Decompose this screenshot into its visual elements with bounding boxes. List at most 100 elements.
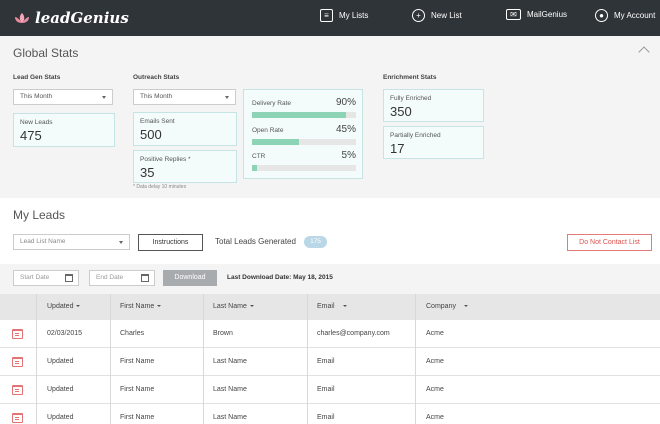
mail-icon: ✉	[506, 9, 521, 20]
list-icon: ≡	[320, 9, 333, 22]
plus-icon: +	[412, 9, 425, 22]
top-bar: leadGenius ≡ My Lists + New List ✉ MailG…	[0, 0, 660, 36]
calendar-icon[interactable]	[141, 274, 149, 282]
global-stats-panel: Global Stats Lead Gen Stats This Month N…	[0, 36, 660, 198]
nav-my-lists[interactable]: ≡ My Lists	[320, 9, 368, 22]
rate-percent: 5%	[341, 150, 356, 161]
brand-name: leadGenius	[35, 9, 129, 27]
total-leads-label: Total Leads Generated	[215, 237, 296, 246]
nav-my-lists-label: My Lists	[339, 11, 369, 20]
calendar-icon[interactable]	[12, 413, 23, 423]
nav-new-list[interactable]: + New List	[412, 9, 462, 22]
my-leads-title: My Leads	[13, 208, 66, 222]
cell-company: Acme	[426, 386, 444, 393]
nav-mailgenius[interactable]: ✉ MailGenius	[506, 9, 567, 20]
instructions-button[interactable]: Instructions	[138, 234, 203, 251]
nav-my-account-label: My Account	[614, 11, 656, 20]
column-header-last-name[interactable]: Last Name	[213, 294, 254, 320]
column-header-updated[interactable]: Updated	[47, 294, 81, 320]
table-row[interactable]: Updated First Name Last Name Email Acme	[0, 376, 660, 404]
cell-email: Email	[317, 414, 335, 421]
cell-first-name: First Name	[120, 358, 155, 365]
enrichment-title: Enrichment Stats	[383, 74, 437, 81]
cell-updated: 02/03/2015	[47, 330, 83, 337]
sort-caret-icon	[249, 305, 254, 308]
column-header-company[interactable]: Company	[426, 294, 468, 320]
positive-replies-label: Positive Replies *	[140, 156, 191, 163]
outreach-period-select[interactable]: This Month	[133, 89, 236, 105]
rate-percent: 45%	[335, 124, 356, 135]
table-header: Updated First Name Last Name Email Compa…	[0, 294, 660, 320]
table-row[interactable]: Updated First Name Last Name Email Acme	[0, 348, 660, 376]
cell-company: Acme	[426, 358, 444, 365]
cell-updated: Updated	[47, 358, 74, 365]
nav-my-account[interactable]: ● My Account	[595, 9, 655, 22]
nav-new-list-label: New List	[431, 11, 462, 20]
lead-list-select[interactable]: Lead List Name	[13, 234, 130, 250]
cell-updated: Updated	[47, 386, 74, 393]
my-leads-header: My Leads Lead List Name Instructions Tot…	[0, 198, 660, 264]
column-divider	[36, 294, 37, 424]
column-header-first-name[interactable]: First Name	[120, 294, 162, 320]
total-leads-badge: 175	[304, 236, 327, 248]
fully-enriched-label: Fully Enriched	[390, 95, 432, 102]
rate-bar-fill	[252, 165, 258, 171]
calendar-icon[interactable]	[65, 274, 73, 282]
end-date-input[interactable]: End Date	[89, 270, 155, 286]
calendar-icon[interactable]	[12, 385, 23, 395]
download-filters: Start Date End Date Download Last Downlo…	[0, 264, 660, 294]
lead-gen-title: Lead Gen Stats	[13, 74, 61, 81]
fully-enriched-value: 350	[390, 104, 412, 119]
lotus-icon	[15, 13, 29, 23]
positive-replies-card: Positive Replies * 35	[133, 150, 237, 183]
download-button[interactable]: Download	[163, 270, 217, 286]
calendar-icon[interactable]	[12, 329, 23, 339]
outreach-title: Outreach Stats	[133, 74, 180, 81]
table-row[interactable]: Updated First Name Last Name Email Acme	[0, 404, 660, 424]
column-divider	[307, 294, 308, 424]
rate-percent: 90%	[335, 97, 356, 108]
rate-bar-fill	[252, 139, 299, 145]
new-leads-label: New Leads	[20, 119, 53, 126]
rate-bar	[252, 165, 356, 171]
cell-first-name: Charles	[120, 330, 145, 337]
rate-bar-fill	[252, 112, 346, 118]
new-leads-card: New Leads 475	[13, 113, 115, 147]
rate-label: Open Rate	[252, 127, 284, 134]
lead-gen-period-select[interactable]: This Month	[13, 89, 113, 105]
cell-email: Email	[317, 386, 335, 393]
cell-last-name: Last Name	[213, 358, 247, 365]
caret-down-icon	[225, 96, 229, 99]
caret-down-icon	[119, 241, 123, 244]
column-divider	[203, 294, 204, 424]
new-leads-value: 475	[20, 128, 42, 143]
table-row[interactable]: 02/03/2015 Charles Brown charles@company…	[0, 320, 660, 348]
cell-last-name: Last Name	[213, 386, 247, 393]
cell-first-name: First Name	[120, 414, 155, 421]
rate-bar	[252, 112, 356, 118]
caret-down-icon	[102, 96, 106, 99]
global-stats-title: Global Stats	[13, 46, 79, 60]
column-divider	[110, 294, 111, 424]
user-icon: ●	[595, 9, 608, 22]
column-header-email[interactable]: Email	[317, 294, 347, 320]
calendar-icon[interactable]	[12, 357, 23, 367]
brand-logo[interactable]: leadGenius	[13, 9, 129, 27]
do-not-contact-button[interactable]: Do Not Contact List	[567, 234, 652, 251]
cell-last-name: Brown	[213, 330, 233, 337]
rate-bar	[252, 139, 356, 145]
sort-caret-icon	[342, 305, 347, 308]
last-download-date: Last Download Date: May 18, 2015	[227, 274, 333, 281]
start-date-input[interactable]: Start Date	[13, 270, 79, 286]
sort-caret-icon	[76, 305, 81, 308]
partially-enriched-card: Partially Enriched 17	[383, 126, 484, 159]
data-delay-note: * Data delay 10 minutes	[133, 184, 187, 190]
partially-enriched-label: Partially Enriched	[390, 132, 441, 139]
rate-label: Delivery Rate	[252, 100, 292, 107]
cell-company: Acme	[426, 330, 444, 337]
emails-sent-label: Emails Sent	[140, 118, 175, 125]
end-date-placeholder: End Date	[96, 274, 124, 281]
cell-company: Acme	[426, 414, 444, 421]
cell-email: Email	[317, 358, 335, 365]
chevron-up-icon[interactable]	[638, 46, 650, 58]
